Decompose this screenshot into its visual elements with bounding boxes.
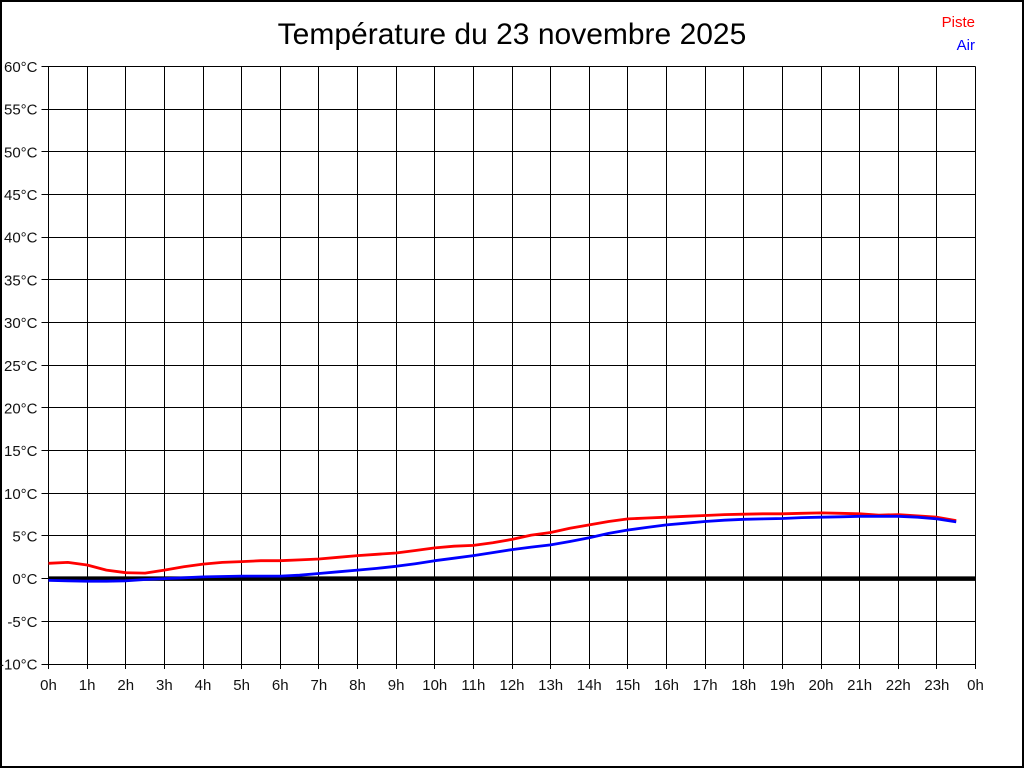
x-tick-label: 7h — [311, 677, 328, 694]
y-tick-label: -5°C — [7, 614, 37, 631]
series-line-piste — [48, 511, 957, 575]
y-tick-label: 40°C — [4, 230, 38, 247]
y-tick-label: -10°C — [0, 657, 38, 674]
x-tick-label: 6h — [272, 677, 289, 694]
x-tick-label: 3h — [156, 677, 173, 694]
x-tick-label: 8h — [349, 677, 366, 694]
legend-item-piste: Piste — [941, 14, 975, 31]
x-tick-label: 22h — [886, 677, 911, 694]
chart-title: Température du 23 novembre 2025 — [277, 18, 747, 51]
x-tick-label: 1h — [79, 677, 96, 694]
x-tick-label: 18h — [731, 677, 756, 694]
series-line-air — [48, 514, 957, 583]
y-tick-label: 60°C — [4, 59, 38, 76]
y-tick-label: 55°C — [4, 102, 38, 119]
x-tick-label: 16h — [654, 677, 679, 694]
x-tick-label: 0h — [40, 677, 57, 694]
x-tick-label: 11h — [461, 677, 485, 694]
legend-item-air: Air — [956, 37, 975, 54]
x-tick-label: 9h — [388, 677, 405, 694]
y-tick-label: 5°C — [12, 528, 37, 545]
x-tick-label: 2h — [117, 677, 134, 694]
y-tick-label: 10°C — [4, 486, 38, 503]
x-tick-label: 14h — [577, 677, 602, 694]
y-tick-label: 20°C — [4, 400, 38, 417]
y-tick-label: 50°C — [4, 144, 38, 161]
y-tick-label: 25°C — [4, 358, 38, 375]
y-tick-label: 0°C — [12, 571, 37, 588]
y-tick-label: 45°C — [4, 187, 38, 204]
x-tick-label: 15h — [615, 677, 640, 694]
x-tick-label: 5h — [233, 677, 250, 694]
y-tick-label: 30°C — [4, 315, 38, 332]
x-tick-label: 12h — [499, 677, 524, 694]
x-tick-label: 21h — [847, 677, 872, 694]
x-tick-label: 4h — [195, 677, 212, 694]
x-tick-label: 10h — [422, 677, 447, 694]
x-tick-label: 13h — [538, 677, 563, 694]
x-tick-label: 23h — [924, 677, 949, 694]
y-tick-label: 15°C — [4, 443, 38, 460]
x-tick-label: 17h — [693, 677, 718, 694]
x-tick-label: 19h — [770, 677, 795, 694]
y-tick-label: 35°C — [4, 272, 38, 289]
chart-legend: Piste Air — [942, 11, 975, 57]
x-tick-label: 20h — [808, 677, 833, 694]
x-tick-label: 0h — [967, 677, 984, 694]
